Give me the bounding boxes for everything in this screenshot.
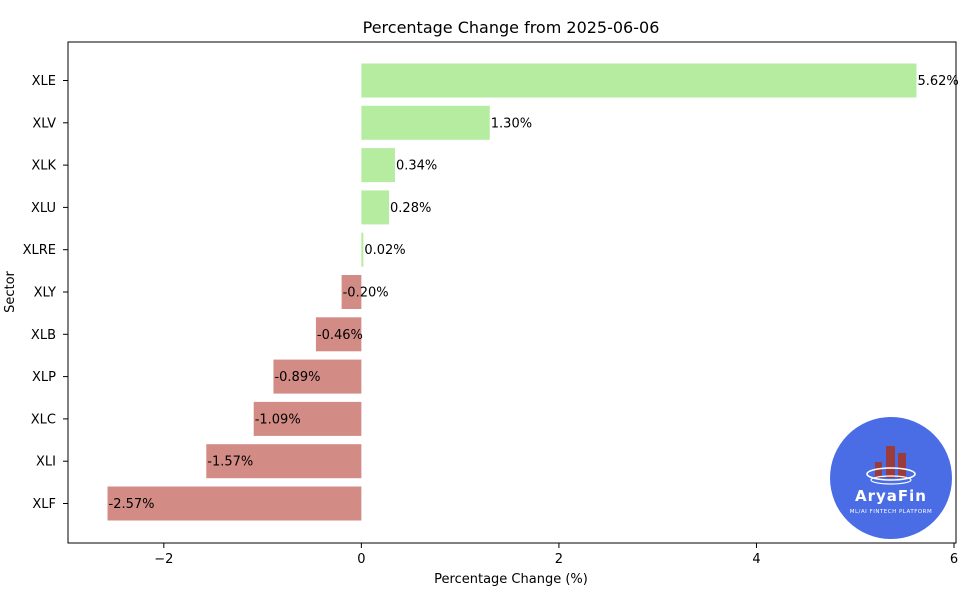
bar-xlc <box>253 401 362 436</box>
bar-xlv <box>361 105 490 140</box>
x-tick-label: 2 <box>555 552 563 567</box>
y-tick-label-xle: XLE <box>32 74 56 89</box>
data-label-xlc: -1.09% <box>255 412 301 427</box>
bar-xlre <box>361 232 364 267</box>
bar-xli <box>206 444 362 479</box>
logo-buildings-icon <box>866 446 916 485</box>
data-label-xlp: -0.89% <box>274 370 320 385</box>
x-axis-label: Percentage Change (%) <box>434 572 588 587</box>
bar-xle <box>361 63 917 98</box>
y-tick-label-xlf: XLF <box>32 497 56 512</box>
data-label-xlre: 0.02% <box>364 243 405 258</box>
logo-tagline: ML/AI FINTECH PLATFORM <box>850 509 933 515</box>
y-tick-label-xlk: XLK <box>31 159 56 174</box>
x-axis: −2 0 2 4 6 <box>154 543 958 567</box>
aryafin-logo: AryaFin ML/AI FINTECH PLATFORM <box>830 417 952 539</box>
y-tick-label-xly: XLY <box>34 286 56 301</box>
data-label-xly: -0.20% <box>343 286 389 301</box>
y-tick-label-xlv: XLV <box>32 116 56 131</box>
data-label-xle: 5.62% <box>917 74 958 89</box>
data-label-xlu: 0.28% <box>390 201 431 216</box>
y-tick-label-xlb: XLB <box>31 328 56 343</box>
bar-xlb <box>315 317 362 352</box>
y-tick-label-xli: XLI <box>36 455 56 470</box>
data-label-xlb: -0.46% <box>317 328 363 343</box>
chart-title: Percentage Change from 2025-06-06 <box>363 18 660 37</box>
y-tick-label-xlre: XLRE <box>23 243 56 258</box>
data-label-xlv: 1.30% <box>491 116 532 131</box>
x-tick-label: 4 <box>752 552 760 567</box>
logo-name: AryaFin <box>855 487 927 505</box>
y-tick-label-xlp: XLP <box>32 370 56 385</box>
data-label-xlk: 0.34% <box>396 159 437 174</box>
y-axis: XLE XLV XLK XLU XLRE XLY XLB XLP XLC XLI XLF <box>23 74 68 512</box>
bar-xlk <box>361 148 395 183</box>
y-tick-label-xlc: XLC <box>31 412 56 427</box>
data-label-xli: -1.57% <box>207 455 253 470</box>
x-tick-label: 6 <box>950 552 958 567</box>
x-tick-label: 0 <box>357 552 365 567</box>
data-label-xlf: -2.57% <box>109 497 155 512</box>
bar-xlf <box>107 486 362 521</box>
bars-layer: 5.62% 1.30% 0.34% 0.28% 0.02% -0.20% -0.46% -0.… <box>107 63 959 521</box>
bar-xlu <box>361 190 390 225</box>
bar-xlp <box>273 359 362 394</box>
y-tick-label-xlu: XLU <box>31 201 56 216</box>
x-tick-label: −2 <box>154 552 173 567</box>
y-axis-label: Sector <box>3 270 18 312</box>
bar-xly <box>341 275 362 309</box>
